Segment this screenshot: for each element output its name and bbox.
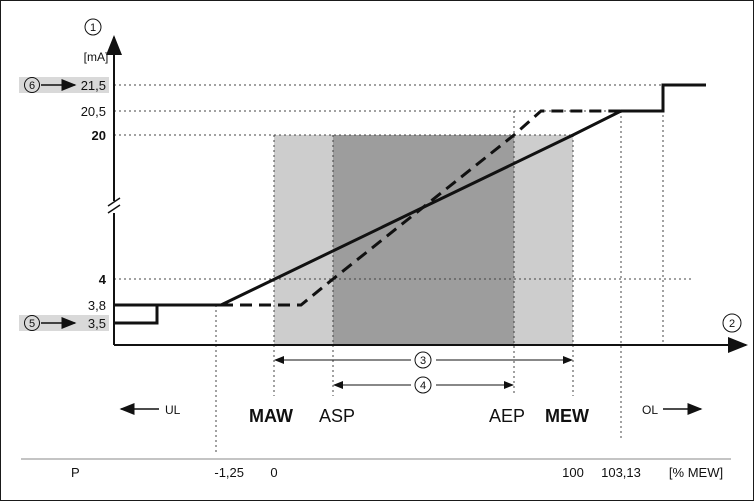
axis-break-mark-2 (107, 204, 121, 214)
axis-y-circle (84, 18, 102, 36)
y-tick-3-8: 3,8 (88, 298, 106, 313)
axis-break-mark-1 (107, 197, 121, 207)
inner-range-region (333, 135, 514, 345)
footer-value-100: 100 (562, 465, 584, 480)
mew-label: MEW (545, 406, 589, 426)
footer-value-zero: 0 (270, 465, 277, 480)
vertical-guides (215, 85, 664, 453)
y-tick-3-5: 3,5 (88, 316, 106, 331)
range-circle-outer-number: 3 (420, 355, 426, 367)
asp-label: ASP (319, 406, 355, 426)
footer-p-label: P (71, 465, 80, 480)
ol-label: OL (642, 403, 658, 417)
axis-y-circle-number: 1 (90, 22, 96, 34)
y-tick-21-5: 21,5 (81, 78, 106, 93)
marker-circle-top (24, 77, 40, 93)
characteristic-solid-low-step (114, 305, 159, 325)
range-circle-inner-number: 4 (420, 380, 426, 392)
marker-circle-bottom (24, 315, 40, 331)
maw-label: MAW (249, 406, 293, 426)
marker-number-bottom: 5 (29, 318, 35, 330)
aep-label: AEP (489, 406, 525, 426)
range-circle-outer (414, 351, 432, 369)
axis-x-circle (722, 313, 742, 333)
ul-label: UL (165, 403, 181, 417)
range-circle-inner (414, 376, 432, 394)
footer-unit: [% MEW] (669, 465, 723, 480)
y-tick-4: 4 (99, 272, 107, 287)
footer-value-103: 103,13 (601, 465, 641, 480)
y-tick-20: 20 (92, 128, 106, 143)
characteristic-dashed-line (221, 109, 621, 307)
y-tick-20-5: 20,5 (81, 104, 106, 119)
axis-x-circle-number: 2 (729, 318, 735, 330)
y-unit-label: [mA] (84, 50, 109, 64)
marker-number-top: 6 (29, 80, 35, 92)
footer-value-neg: -1,25 (214, 465, 244, 480)
